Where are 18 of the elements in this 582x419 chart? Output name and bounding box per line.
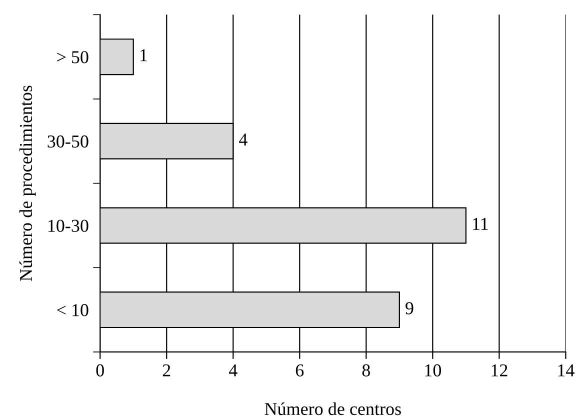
y-tick-label: 10-30 bbox=[48, 220, 88, 232]
y-axis-title: Número de procedimientos bbox=[19, 86, 36, 282]
data-label: 9 bbox=[406, 302, 414, 314]
data-label: 4 bbox=[239, 134, 248, 146]
y-tick-label: > 50 bbox=[57, 51, 88, 64]
x-axis-title: Número de centros bbox=[264, 402, 401, 416]
x-tick-label: 12 bbox=[492, 364, 508, 376]
y-tick-label: 30-50 bbox=[48, 135, 88, 148]
x-tick-label: 6 bbox=[296, 364, 304, 376]
x-tick-label: 2 bbox=[162, 364, 170, 376]
x-tick-label: 8 bbox=[362, 364, 370, 376]
y-tick-label: < 10 bbox=[57, 304, 88, 316]
x-tick-label: 10 bbox=[425, 364, 442, 376]
x-tick-label: 14 bbox=[558, 364, 574, 376]
x-tick-label: 4 bbox=[228, 364, 238, 376]
data-label: 1 bbox=[140, 49, 147, 62]
x-tick-label: 0 bbox=[96, 364, 104, 376]
data-label: 11 bbox=[473, 218, 488, 230]
